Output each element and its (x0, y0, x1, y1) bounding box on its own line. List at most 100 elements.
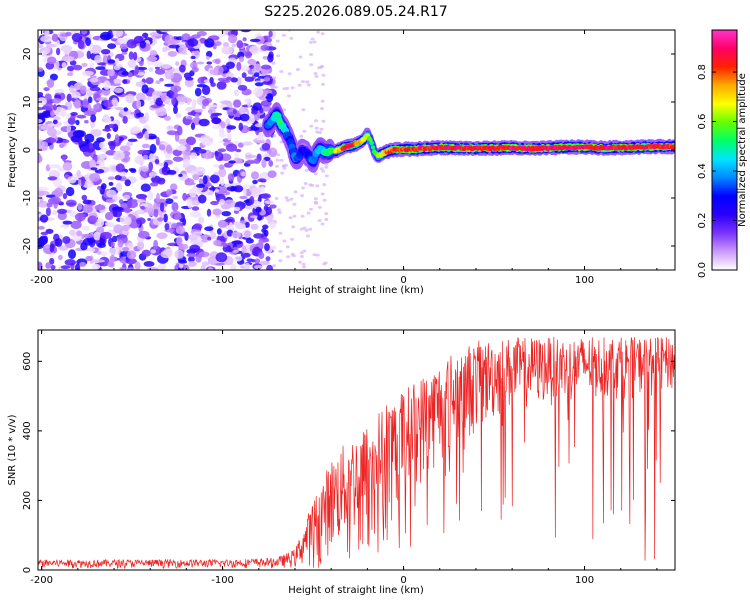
noise-blob (223, 199, 236, 208)
noise-blob (38, 119, 43, 123)
noise-blob (230, 263, 237, 270)
noise-blob (254, 123, 264, 128)
noise-blob (314, 126, 319, 130)
noise-blob (153, 91, 164, 96)
noise-blob (242, 187, 247, 198)
noise-blob (324, 218, 329, 221)
noise-blob (155, 136, 160, 146)
noise-blob (157, 177, 166, 185)
noise-blob (240, 252, 251, 258)
noise-blob (94, 204, 106, 211)
noise-blob (164, 223, 170, 231)
noise-blob (249, 45, 260, 55)
noise-blob (236, 76, 242, 87)
noise-blob (145, 96, 152, 101)
noise-blob (260, 44, 269, 51)
colorbar-tick-label: 0.8 (697, 64, 708, 80)
noise-blob (44, 30, 50, 38)
noise-blob (117, 171, 127, 177)
noise-blob (140, 205, 145, 210)
noise-blob (322, 183, 327, 187)
noise-blob (81, 194, 88, 201)
noise-blob (177, 125, 183, 136)
noise-blob (215, 252, 228, 263)
noise-blob (310, 183, 315, 187)
noise-blob (156, 232, 168, 239)
spectrogram-y-tick-label: 10 (22, 96, 33, 109)
noise-blob (164, 83, 175, 87)
noise-blob (176, 236, 183, 246)
noise-blob (47, 176, 58, 181)
noise-blob (50, 110, 55, 117)
noise-blob (165, 189, 173, 196)
noise-blob (46, 44, 51, 54)
noise-blob (69, 229, 76, 236)
noise-blob (273, 85, 278, 89)
noise-blob (46, 202, 53, 208)
noise-blob (286, 255, 291, 259)
noise-blob (285, 198, 290, 202)
noise-blob (278, 249, 283, 253)
noise-blob (149, 98, 155, 106)
noise-blob (106, 132, 111, 139)
noise-blob (160, 250, 172, 259)
noise-blob (50, 265, 56, 270)
noise-blob (259, 260, 270, 266)
chart-title: S225.2026.089.05.24.R17 (264, 4, 447, 20)
snr-y-tick-label: 0 (22, 567, 33, 573)
noise-blob (241, 72, 247, 79)
noise-blob (44, 93, 52, 101)
noise-blob (190, 152, 198, 160)
colorbar-tick-label: 0.4 (697, 163, 708, 179)
noise-blob (202, 98, 210, 107)
snr-y-tick-label: 400 (22, 421, 33, 440)
noise-blob (81, 62, 88, 68)
noise-blob (259, 186, 265, 194)
noise-blob (115, 57, 120, 67)
noise-blob (193, 223, 203, 230)
noise-blob (52, 98, 62, 104)
noise-blob (130, 168, 137, 173)
noise-blob (66, 124, 72, 133)
noise-blob (297, 83, 302, 87)
noise-blob (175, 113, 182, 118)
noise-blob (244, 160, 257, 164)
noise-blob (207, 104, 218, 108)
noise-blob (196, 149, 207, 154)
noise-blob (269, 204, 277, 209)
noise-blob (170, 183, 178, 191)
noise-blob (78, 138, 83, 146)
noise-blob (62, 154, 67, 162)
noise-blob (172, 149, 183, 157)
noise-blob (253, 233, 264, 239)
noise-blob (134, 155, 145, 165)
noise-blob (38, 107, 45, 111)
noise-blob (117, 38, 128, 44)
noise-blob (67, 176, 77, 184)
noise-blob (123, 206, 131, 214)
noise-blob (148, 161, 154, 172)
noise-blob (38, 153, 42, 163)
noise-blob (304, 168, 309, 172)
noise-blob (150, 182, 159, 187)
noise-blob (181, 149, 191, 156)
noise-blob (71, 33, 83, 42)
noise-blob (324, 162, 329, 166)
noise-blob (87, 215, 97, 225)
noise-blob (258, 131, 264, 140)
noise-blob (314, 75, 319, 78)
noise-blob (271, 61, 276, 65)
colorbar-tick-label: 0.6 (697, 114, 708, 130)
noise-blob (303, 182, 308, 185)
noise-blob (62, 139, 70, 144)
noise-blob (109, 141, 116, 151)
noise-blob (148, 67, 154, 72)
noise-blob (321, 119, 326, 123)
noise-blob (125, 258, 137, 265)
noise-blob (272, 134, 277, 138)
noise-blob (292, 214, 297, 218)
noise-blob (268, 30, 273, 38)
colorbar-ticks: 0.0 0.2 0.4 0.6 0.8 (697, 64, 737, 278)
spectrogram-y-axis-label: Frequency (Hz) (7, 112, 18, 188)
noise-blob (100, 231, 112, 240)
